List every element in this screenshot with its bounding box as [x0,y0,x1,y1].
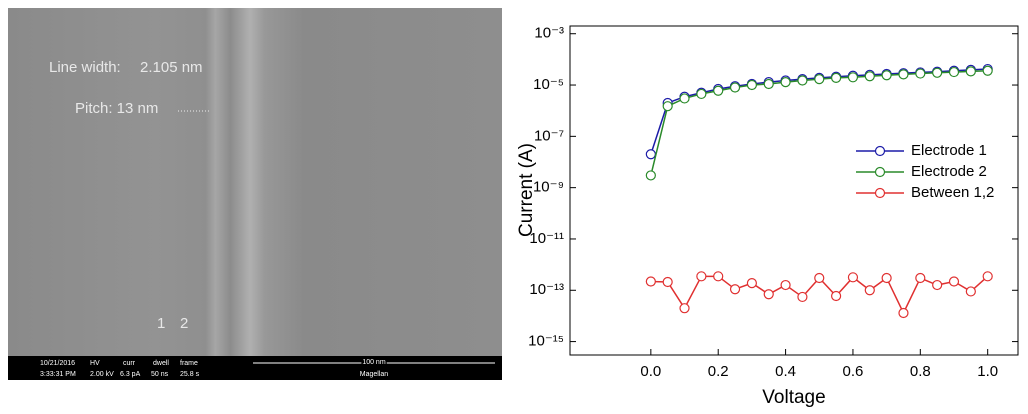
data-point [729,82,741,93]
info-text: 2.00 kV [90,371,114,378]
data-point [780,279,791,291]
data-point [898,307,909,319]
data-point [713,271,724,282]
data-point [696,271,707,282]
line-width-value: 2.105 nm [140,59,203,76]
data-point [948,66,960,78]
data-point [932,67,943,78]
data-point [847,72,859,83]
data-point [763,78,774,90]
data-point [763,289,774,300]
info-text: 100 nm [362,359,386,366]
data-point [814,74,825,85]
x-tick-label: 0.6 [843,363,864,380]
y-tick-label: 10⁻⁹ [533,179,564,196]
info-text: frame [180,360,198,367]
x-tick-label: 0.4 [775,363,796,380]
data-point [965,66,976,77]
info-text: 6.3 pA [120,371,141,378]
y-tick-label: 10⁻³ [534,25,564,42]
data-point [679,93,690,104]
data-point [746,79,757,91]
legend-marker [874,166,886,178]
data-point [645,276,656,287]
data-point [915,68,926,79]
pitch-label: Pitch: 13 nm [75,100,158,117]
data-point [713,85,724,96]
x-tick-label: 0.2 [708,363,729,380]
data-point [797,75,808,86]
info-text: dwell [153,360,169,367]
data-point [982,65,993,76]
sem-image: Line width: 2.105 nm Pitch: 13 nm 1 2 10… [8,8,502,380]
data-point [831,290,842,302]
x-tick-label: 0.8 [910,363,931,380]
series-line [650,70,988,176]
y-tick-label: 10⁻¹³ [529,281,564,298]
y-tick-label: 10⁻¹⁵ [528,333,564,350]
legend-marker [874,145,886,157]
info-text: 25.8 s [180,371,200,378]
info-text: 10/21/2016 [40,360,75,367]
info-text: 50 ns [151,371,169,378]
legend-label: Electrode 2 [911,163,987,180]
info-text: Magellan [360,371,389,378]
info-text: 3:33:31 PM [40,371,76,378]
info-text: HV [90,360,100,367]
data-point [915,272,926,284]
legend-marker [874,187,886,199]
sem-background [8,8,502,356]
y-tick-label: 10⁻⁵ [533,76,564,93]
data-point [965,286,976,297]
data-point [746,278,757,289]
data-point [696,88,707,100]
line-width-label: Line width: [49,59,121,76]
y-axis-label: Current (A) [516,143,537,237]
data-point [881,272,892,284]
plot-frame [569,25,1019,356]
legend-label: Electrode 1 [911,142,987,159]
data-point [982,271,993,282]
data-point [645,149,656,160]
data-point [864,285,875,296]
x-tick-label: 1.0 [977,363,998,380]
data-point [948,276,960,287]
data-point [898,69,909,80]
data-point [797,291,808,303]
data-point [831,72,842,83]
info-bar [8,356,502,380]
y-tick-label: 10⁻⁷ [534,127,564,144]
data-point [662,101,673,112]
data-point [814,272,825,284]
x-axis-label: Voltage [762,387,825,408]
legend-label: Between 1,2 [911,184,994,201]
info-text: curr [123,360,136,367]
electrode-marker: 2 [180,315,188,332]
data-point [847,272,859,283]
x-tick-label: 0.0 [640,363,661,380]
data-point [932,279,943,291]
electrode-marker: 1 [157,315,165,332]
data-point [662,276,673,288]
data-point [864,71,875,82]
data-point [679,303,690,314]
y-tick-label: 10⁻¹¹ [529,230,564,247]
data-point [881,70,892,81]
data-point [780,77,791,88]
data-point [729,284,741,295]
data-point [645,170,656,181]
